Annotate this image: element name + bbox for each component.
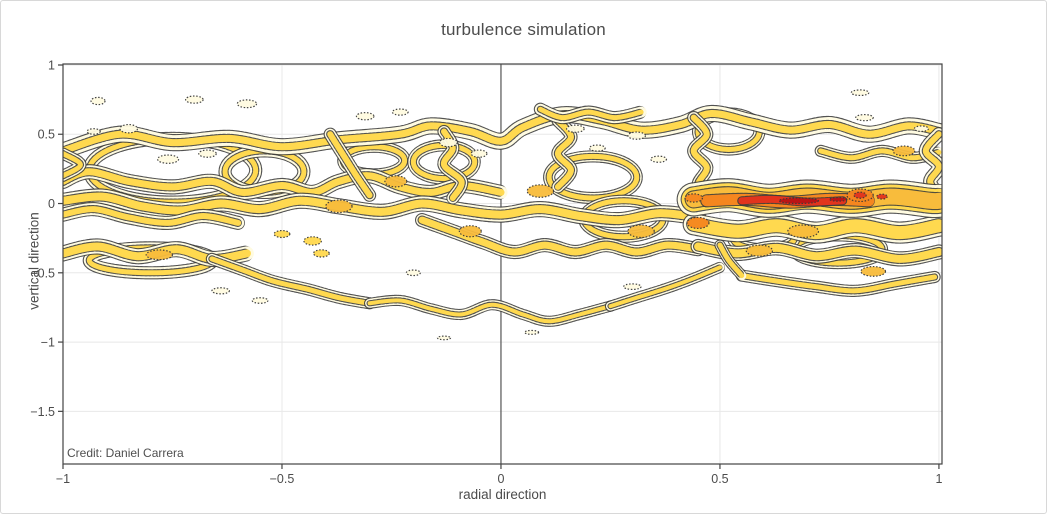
svg-text:1: 1 [48,58,55,72]
x-axis-label: radial direction [458,487,547,502]
svg-text:−1: −1 [56,472,70,486]
svg-text:1: 1 [935,472,942,486]
svg-text:−0.5: −0.5 [270,472,295,486]
svg-text:−1.5: −1.5 [30,405,55,419]
svg-text:0: 0 [497,472,504,486]
svg-text:0: 0 [48,197,55,211]
svg-text:−1: −1 [41,336,55,350]
svg-text:−0.5: −0.5 [30,266,55,280]
credit-annotation: Credit: Daniel Carrera [67,446,184,460]
axes: −1 −0.5 0 0.5 1 1 0.5 0 −0.5 −1 −1.5 [30,58,943,486]
y-axis-label: vertical direction [26,212,42,310]
svg-text:0.5: 0.5 [711,472,728,486]
svg-text:0.5: 0.5 [38,128,55,142]
contour-field [63,89,942,341]
chart-title: turbulence simulation [441,20,606,39]
